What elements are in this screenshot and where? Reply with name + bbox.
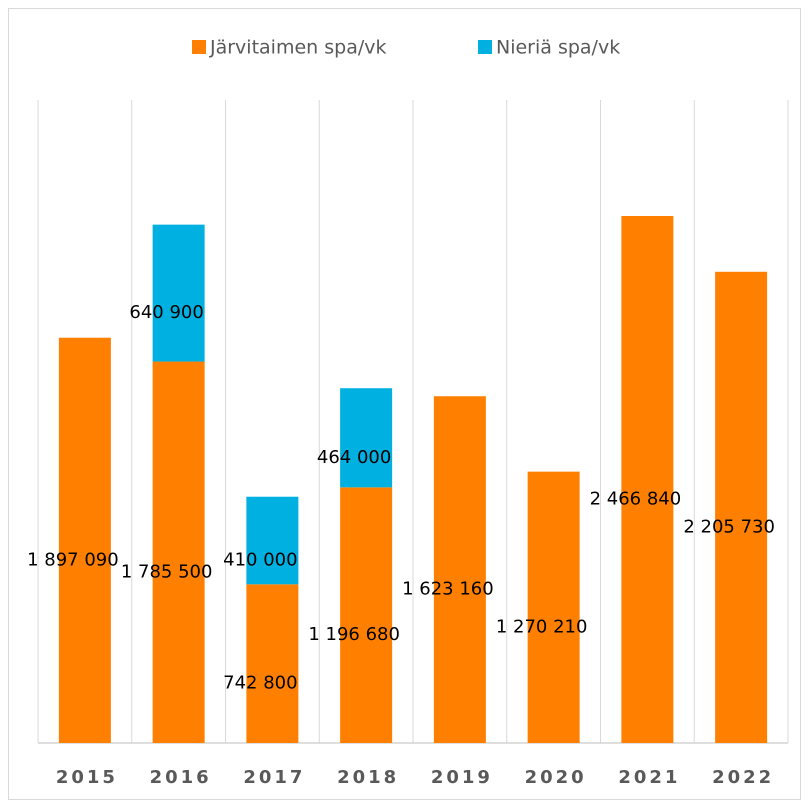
x-tick-label: 2022 xyxy=(712,767,774,788)
bar xyxy=(527,471,580,743)
data-label: 464 000 xyxy=(317,447,391,468)
x-tick-label: 2015 xyxy=(56,767,118,788)
bar xyxy=(340,487,393,743)
data-label: 742 800 xyxy=(223,673,297,694)
bar xyxy=(246,496,299,585)
data-label: 1 196 680 xyxy=(308,624,400,645)
x-tick-label: 2020 xyxy=(525,767,587,788)
data-label: 1 785 500 xyxy=(121,561,213,582)
legend-label: Nieriä spa/vk xyxy=(496,37,620,59)
bar xyxy=(152,224,205,362)
x-tick-label: 2018 xyxy=(337,767,399,788)
data-label: 640 900 xyxy=(129,302,203,323)
data-label: 1 623 160 xyxy=(402,579,494,600)
data-label: 2 466 840 xyxy=(590,489,682,510)
bar xyxy=(246,584,299,743)
bar xyxy=(715,271,768,743)
data-label: 2 205 730 xyxy=(683,516,775,537)
bar xyxy=(621,216,674,743)
legend-swatch xyxy=(478,40,492,54)
legend-swatch xyxy=(192,40,206,54)
bar xyxy=(433,396,486,743)
bar xyxy=(340,388,393,488)
x-tick-label: 2017 xyxy=(243,767,305,788)
data-label: 1 897 090 xyxy=(27,549,119,570)
x-tick-label: 2021 xyxy=(618,767,680,788)
x-tick-label: 2016 xyxy=(150,767,212,788)
bar xyxy=(58,337,111,743)
bar xyxy=(152,361,205,743)
legend-label: Järvitaimen spa/vk xyxy=(209,37,386,59)
data-label: 1 270 210 xyxy=(496,616,588,637)
chart-frame xyxy=(8,8,801,800)
data-label: 410 000 xyxy=(223,550,297,571)
x-tick-label: 2019 xyxy=(431,767,493,788)
